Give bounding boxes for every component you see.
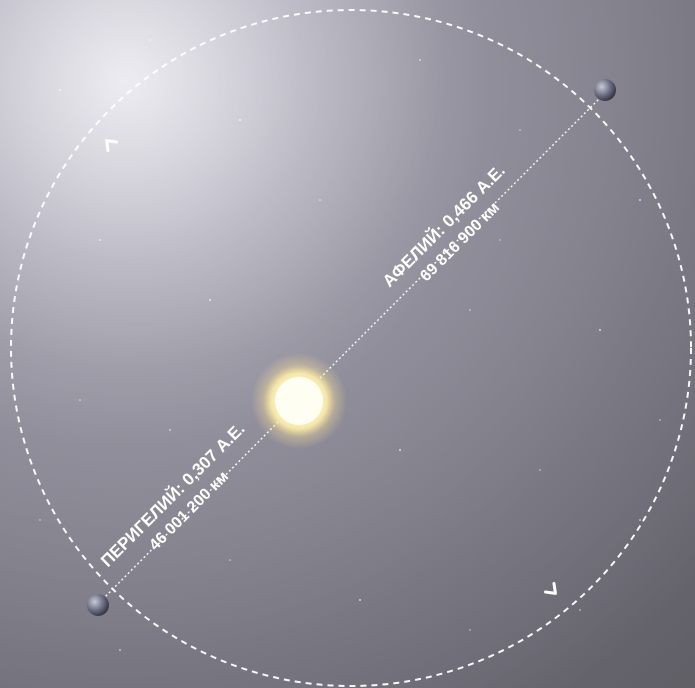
chevron-arrow-icon	[544, 582, 557, 595]
perihelion-distance-line	[97, 421, 279, 605]
planet-perihelion	[87, 594, 109, 616]
orbit-path	[10, 9, 692, 687]
aphelion-distance-line	[319, 93, 605, 379]
sun	[251, 353, 347, 449]
star-field	[39, 39, 661, 651]
planet-aphelion	[594, 79, 616, 101]
chevron-arrow-icon	[105, 139, 118, 152]
